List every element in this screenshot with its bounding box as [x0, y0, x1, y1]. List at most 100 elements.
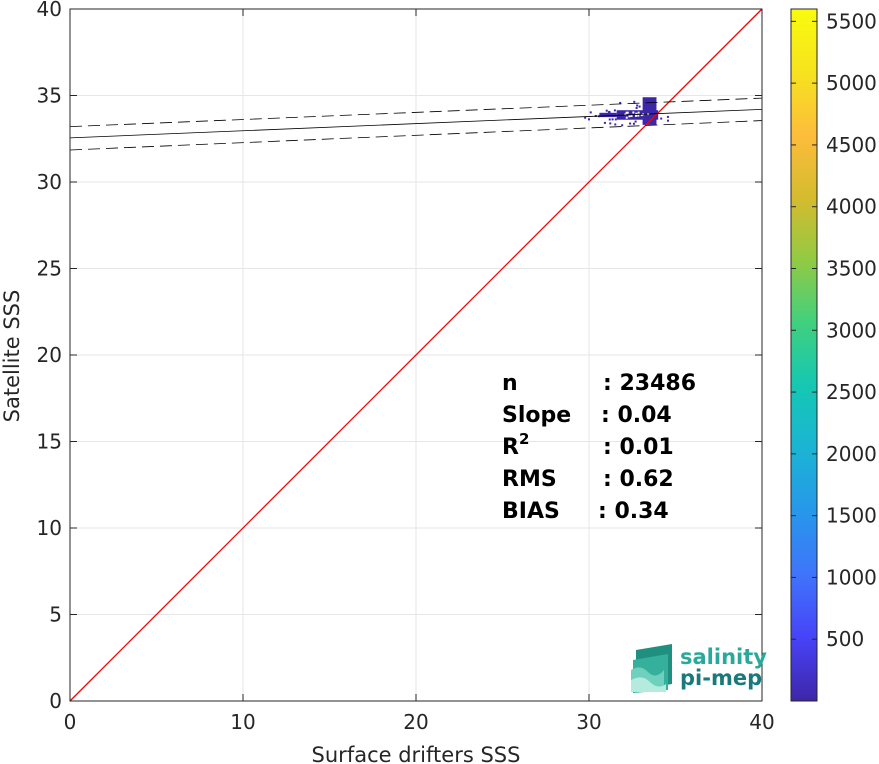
cluster-cell [608, 118, 611, 121]
cluster-cell [609, 122, 612, 125]
y-tick-label: 15 [37, 430, 62, 454]
stat-value: : 0.04 [601, 403, 672, 428]
salinity-pi-mep-logo: salinity pi-mep [631, 644, 767, 693]
stat-label: R2 [502, 430, 529, 460]
cluster-cell [603, 121, 606, 124]
logo-waves-icon [631, 644, 672, 693]
cluster-cell [654, 120, 657, 123]
cluster-cell [619, 101, 622, 104]
y-tick-label: 40 [37, 0, 62, 21]
colorbar-tick-label: 5000 [826, 71, 877, 95]
confidence-bound-line [69, 120, 763, 151]
cluster-gap [635, 114, 638, 117]
stat-value: : 0.01 [603, 435, 674, 460]
colorbar-tick-label: 4500 [826, 133, 877, 157]
y-tick-label: 10 [37, 516, 62, 540]
lines-layer [69, 8, 763, 702]
x-tick-label: 10 [230, 710, 255, 734]
cluster-gap [632, 111, 635, 114]
cluster-gap [637, 114, 640, 117]
cluster-gap [626, 111, 629, 114]
cluster-cell [621, 111, 624, 114]
cluster-gap [635, 112, 638, 115]
colorbar-tick-label: 500 [826, 627, 864, 651]
stat-value: : 23486 [603, 371, 696, 396]
cluster-cell [634, 120, 637, 123]
cluster-cell [666, 115, 669, 118]
stat-value: : 0.34 [598, 499, 669, 524]
cluster-cell [635, 107, 638, 110]
cluster-cell [614, 123, 617, 126]
stats-box: n : 23486 Slope : 0.04 R2 : 0.01 RMS : 0.62 BIAS… [502, 371, 696, 524]
cluster-cell [643, 107, 646, 110]
regression-line [69, 108, 763, 139]
density-cluster [584, 97, 669, 127]
confidence-bound-line [69, 97, 763, 128]
y-tick-label: 0 [49, 689, 62, 713]
colorbar-tick-label: 1000 [826, 565, 877, 589]
y-tick-label: 30 [37, 170, 62, 194]
colorbar-tick-label: 2500 [826, 380, 877, 404]
cluster-gap [630, 114, 633, 117]
cluster-cell [605, 109, 608, 112]
cluster-cell [611, 118, 614, 121]
x-tick-label: 0 [64, 710, 77, 734]
cluster-gap [624, 113, 627, 116]
y-tick-label: 25 [37, 257, 62, 281]
y-tick-labels: 0 5 10 15 20 25 30 35 40 [37, 0, 62, 713]
colorbar-tick-label: 3000 [826, 318, 877, 342]
cluster-cell [634, 117, 637, 120]
cluster-gap [625, 116, 628, 119]
y-axis-title: Satellite SSS [0, 290, 24, 423]
y-tick-label: 20 [37, 343, 62, 367]
y-tick-label: 35 [37, 84, 62, 108]
cluster-cell [609, 112, 612, 115]
cluster-gap [640, 114, 643, 117]
cluster-cell [613, 109, 616, 112]
stat-value: : 0.62 [603, 467, 674, 492]
x-tick-label: 30 [576, 710, 601, 734]
x-tick-labels: 0 10 20 30 40 [64, 710, 775, 734]
cluster-cell [638, 105, 641, 108]
stat-label: RMS [502, 467, 557, 492]
axes-layer [69, 8, 763, 702]
cluster-cell [589, 111, 592, 114]
stat-label: BIAS [502, 499, 560, 524]
cluster-gap [637, 111, 640, 114]
one-to-one-line [69, 8, 763, 702]
colorbar-tick-label: 3500 [826, 257, 877, 281]
x-axis-title: Surface drifters SSS [312, 743, 521, 764]
cluster-cell [614, 118, 617, 121]
cluster-cell [612, 113, 615, 116]
colorbar-tick-label: 2000 [826, 442, 877, 466]
stat-label: Slope [502, 403, 571, 428]
cluster-gap [625, 111, 628, 114]
logo-text-pi-mep: pi-mep [680, 666, 762, 690]
cluster-cell [584, 116, 587, 119]
cluster-cell [629, 122, 632, 125]
stat-label: n [502, 371, 518, 396]
cluster-cell [660, 117, 663, 120]
cluster-cell [632, 122, 635, 125]
cluster-cell [621, 124, 624, 127]
colorbar-tick-labels: 500 1000 1500 2000 2500 3000 3500 4000 4500 5000 5… [791, 9, 877, 651]
colorbar-tick-label: 5500 [826, 9, 877, 33]
cluster-gap [628, 115, 631, 118]
cluster-cell [588, 118, 591, 121]
logo-text-salinity: salinity [680, 645, 767, 669]
colorbar [790, 8, 818, 702]
cluster-cell [666, 119, 669, 122]
cluster-cell [642, 121, 645, 124]
x-tick-label: 20 [403, 710, 428, 734]
cluster-cell [636, 104, 639, 107]
colorbar-tick-label: 4000 [826, 195, 877, 219]
colorbar-tick-label: 1500 [826, 504, 877, 528]
x-tick-label: 40 [749, 710, 774, 734]
cluster-cell [633, 100, 636, 103]
cluster-cell [620, 115, 623, 118]
y-tick-label: 5 [49, 603, 62, 627]
cluster-tail [599, 112, 617, 118]
cluster-cell [644, 106, 647, 109]
cluster-cell [607, 111, 610, 114]
